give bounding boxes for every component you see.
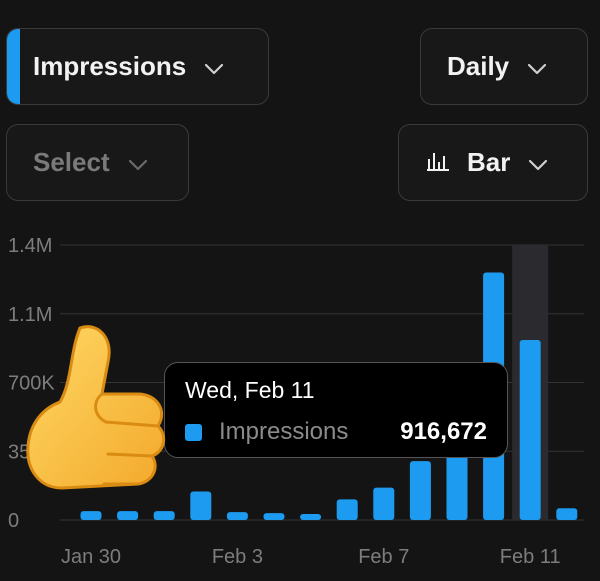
compare-select-label: Select: [33, 147, 110, 177]
x-tick-label: Jan 30: [61, 546, 121, 568]
metric-color-indicator: [7, 29, 20, 104]
x-tick-label: Feb 11: [500, 546, 561, 568]
chart-bar[interactable]: [117, 511, 139, 520]
x-tick-label: Feb 3: [212, 546, 263, 568]
chevron-down-icon: [528, 147, 548, 178]
bar-chart-icon: [427, 147, 449, 178]
tooltip-series-swatch: [185, 423, 202, 441]
y-tick-label: 1.4M: [8, 235, 52, 257]
chart-bar[interactable]: [519, 339, 541, 520]
chart-bar[interactable]: [409, 461, 431, 520]
chart-bar[interactable]: [263, 513, 285, 520]
chart-bar[interactable]: [226, 512, 248, 520]
chart-bar[interactable]: [373, 487, 395, 520]
y-tick-label: 35: [8, 441, 30, 463]
y-tick-label: 1.1M: [8, 304, 52, 326]
y-tick-label: 700K: [8, 373, 55, 395]
chart-bar[interactable]: [300, 514, 322, 520]
chart-bar[interactable]: [556, 508, 578, 520]
tooltip-value: 916,672: [400, 418, 487, 445]
metric-dropdown[interactable]: Impressions: [6, 28, 269, 105]
impressions-bar-chart: 0 35 700K 1.1M 1.4M Jan 30 Feb 3 Feb 7 Feb 11: [8, 235, 584, 568]
y-tick-label: 0: [8, 510, 19, 532]
tooltip-row: Impressions 916,672: [185, 418, 487, 446]
compare-select-dropdown[interactable]: Select: [6, 124, 189, 201]
period-dropdown-label: Daily: [447, 51, 510, 81]
period-dropdown[interactable]: Daily: [420, 28, 588, 105]
metric-dropdown-label: Impressions: [33, 51, 187, 81]
chart-bar[interactable]: [80, 511, 102, 520]
chevron-down-icon: [527, 51, 547, 82]
x-tick-label: Feb 7: [358, 546, 409, 568]
chart-type-label: Bar: [467, 147, 511, 177]
tooltip-date: Wed, Feb 11: [185, 377, 315, 403]
thumbs-up-emoji-icon: [26, 325, 166, 490]
chart-bar[interactable]: [190, 491, 212, 520]
y-axis-ticks: 0 35 700K 1.1M 1.4M: [8, 235, 55, 532]
chevron-down-icon: [204, 51, 224, 82]
chart-type-dropdown[interactable]: Bar: [398, 124, 588, 201]
chart-tooltip: Wed, Feb 11 Impressions 916,672: [164, 362, 508, 458]
chart-bar[interactable]: [153, 511, 175, 520]
chart-bar[interactable]: [446, 453, 468, 520]
chart-bar[interactable]: [336, 499, 358, 520]
x-axis-ticks: Jan 30 Feb 3 Feb 7 Feb 11: [61, 546, 561, 568]
chevron-down-icon: [128, 147, 148, 178]
tooltip-series-label: Impressions: [219, 418, 349, 445]
